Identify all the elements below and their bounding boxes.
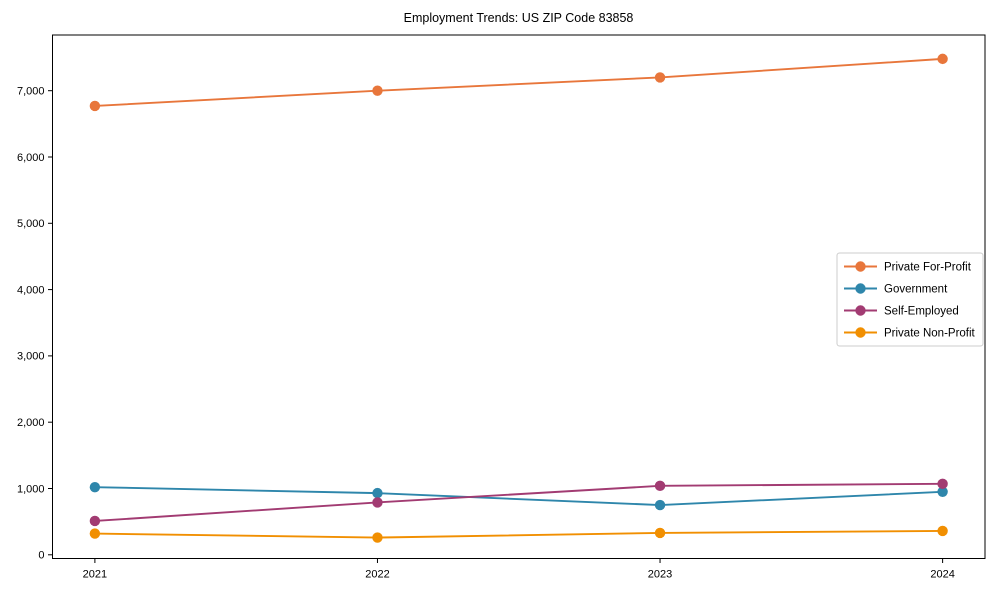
data-point <box>372 497 383 508</box>
series-line <box>94 486 943 507</box>
data-point <box>372 532 383 543</box>
legend-label: Self-Employed <box>884 306 959 318</box>
legend-item-private-non-profit: Private Non-Profit <box>844 327 976 340</box>
legend-label: Private Non-Profit <box>884 328 976 340</box>
plot-border <box>52 34 986 559</box>
series-private-for-profit <box>89 53 948 112</box>
x-tick-label: 2024 <box>930 569 954 581</box>
y-tick-label: 0 <box>38 550 44 562</box>
legend-item-government: Government <box>844 283 948 296</box>
chart-title: Employment Trends: US ZIP Code 83858 <box>403 11 634 25</box>
legend: Private For-Profit Government Self-Employe… <box>836 252 984 347</box>
data-point <box>372 487 383 499</box>
data-point <box>654 527 666 539</box>
data-point <box>937 53 948 65</box>
series-line <box>94 529 943 539</box>
x-tick-label: 2022 <box>365 569 389 581</box>
y-tick-label: 6,000 <box>17 152 45 164</box>
legend-marker <box>855 305 866 316</box>
data-point <box>89 515 101 527</box>
y-tick-label: 3,000 <box>17 351 45 363</box>
series-line <box>94 57 943 107</box>
y-tick-label: 7,000 <box>17 85 45 97</box>
data-point <box>89 100 101 112</box>
x-tick-label: 2021 <box>83 569 107 581</box>
legend-marker <box>855 283 866 294</box>
y-tick-label: 5,000 <box>17 218 45 230</box>
legend-item-self-employed: Self-Employed <box>844 305 959 318</box>
series-self-employed <box>89 478 948 527</box>
x-tick-label: 2023 <box>648 569 672 581</box>
series-government <box>89 481 948 511</box>
legend-label: Government <box>884 284 948 296</box>
y-tick-label: 4,000 <box>17 284 45 296</box>
series-private-non-profit <box>89 525 948 543</box>
legend-marker <box>855 327 866 338</box>
data-point <box>654 72 666 83</box>
data-point <box>89 481 101 493</box>
legend-marker <box>855 261 866 272</box>
data-point <box>937 525 948 537</box>
y-tick-label: 1,000 <box>17 483 45 495</box>
data-point <box>654 480 666 492</box>
data-point <box>937 478 948 490</box>
legend-item-private-for-profit: Private For-Profit <box>844 261 972 274</box>
data-point <box>89 528 101 539</box>
y-axis: 0 1,000 2,000 3,000 4,000 5,000 6,000 7,000 <box>17 85 53 562</box>
data-point <box>654 499 666 511</box>
data-point <box>937 486 948 498</box>
data-point <box>372 85 383 96</box>
legend-label: Private For-Profit <box>884 262 972 274</box>
y-tick-label: 2,000 <box>17 417 45 429</box>
x-axis: 2021 2022 2023 2024 <box>83 558 955 581</box>
legend-box <box>836 252 984 347</box>
series-line <box>94 482 943 522</box>
